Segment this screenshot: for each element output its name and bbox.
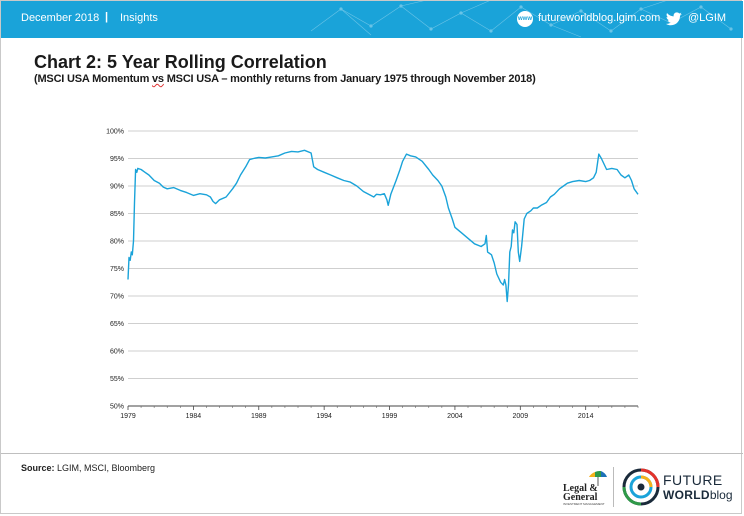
x-tick-label: 2004 — [447, 413, 463, 420]
x-tick-label: 1989 — [251, 413, 267, 420]
header-date: December 2018 — [21, 12, 100, 24]
y-tick-label: 100% — [106, 129, 124, 136]
x-tick-label: 1994 — [316, 413, 332, 420]
network-pattern — [310, 1, 733, 38]
chart-title: Chart 2: 5 Year Rolling Correlation — [34, 52, 327, 72]
umbrella-icon — [589, 471, 607, 486]
future-world-bold: WORLD — [663, 488, 710, 502]
x-tick-label: 2009 — [513, 413, 529, 420]
y-tick-label: 60% — [110, 349, 124, 356]
y-tick-label: 95% — [110, 156, 124, 163]
footer-divider — [1, 453, 743, 454]
x-axis: 1979 1984 1989 1994 1999 2004 2009 2014 — [120, 405, 639, 420]
www-badge: www — [517, 16, 532, 22]
source-label: Source: — [21, 463, 55, 473]
logo-divider — [613, 467, 614, 507]
x-tick-label: 2014 — [578, 413, 594, 420]
y-tick-label: 90% — [110, 184, 124, 191]
x-tick-label: 1984 — [186, 413, 202, 420]
lg-line1: Legal & — [563, 483, 598, 494]
lg-tagline: INVESTMENT MANAGEMENT — [563, 502, 605, 506]
twitter-handle[interactable]: @LGIM — [688, 12, 727, 24]
lg-line2: General — [563, 492, 598, 503]
gridlines — [128, 130, 638, 379]
y-tick-label: 75% — [110, 266, 124, 273]
y-tick-label: 70% — [110, 294, 124, 301]
series-layer — [127, 149, 639, 303]
header-separator: | — [105, 11, 109, 23]
chart-subtitle: (MSCI USA Momentum vs MSCI USA – monthly… — [34, 73, 536, 85]
x-tick-label: 1979 — [120, 413, 136, 420]
header-section[interactable]: Insights — [120, 12, 158, 24]
future-world-line2: WORLDblog — [663, 488, 733, 502]
y-tick-label: 80% — [110, 239, 124, 246]
future-world-icon — [622, 468, 660, 506]
header-bar: December 2018 | Insights www futureworld… — [1, 1, 743, 38]
y-tick-label: 85% — [110, 211, 124, 218]
correlation-chart: 50%55%60%65%70%75%80%85%90%95%100% 1979 1… — [106, 129, 639, 420]
y-tick-label: 55% — [110, 376, 124, 383]
twitter-icon[interactable] — [666, 12, 682, 26]
future-world-line1: FUTURE — [663, 472, 723, 488]
subtitle-vs: vs — [152, 73, 164, 85]
legal-general-logo: Legal & General INVESTMENT MANAGEMENT — [563, 471, 607, 506]
globe-icon: www — [517, 11, 533, 27]
future-world-rest: blog — [709, 488, 733, 502]
subtitle-suffix: MSCI USA – monthly returns from January … — [163, 73, 536, 85]
subtitle-prefix: (MSCI USA Momentum — [34, 73, 153, 85]
y-tick-label: 50% — [110, 404, 124, 411]
source-note: Source: LGIM, MSCI, Bloomberg — [21, 463, 155, 473]
series-line — [127, 149, 639, 303]
y-axis-ticks: 50% 55% 60% 65% 70% 75% 80% 85% 90% 95% 100% — [106, 129, 124, 411]
source-text: LGIM, MSCI, Bloomberg — [54, 463, 156, 473]
website-link[interactable]: futureworldblog.lgim.com — [538, 12, 661, 24]
y-tick-label: 65% — [110, 321, 124, 328]
x-tick-label: 1999 — [382, 413, 398, 420]
